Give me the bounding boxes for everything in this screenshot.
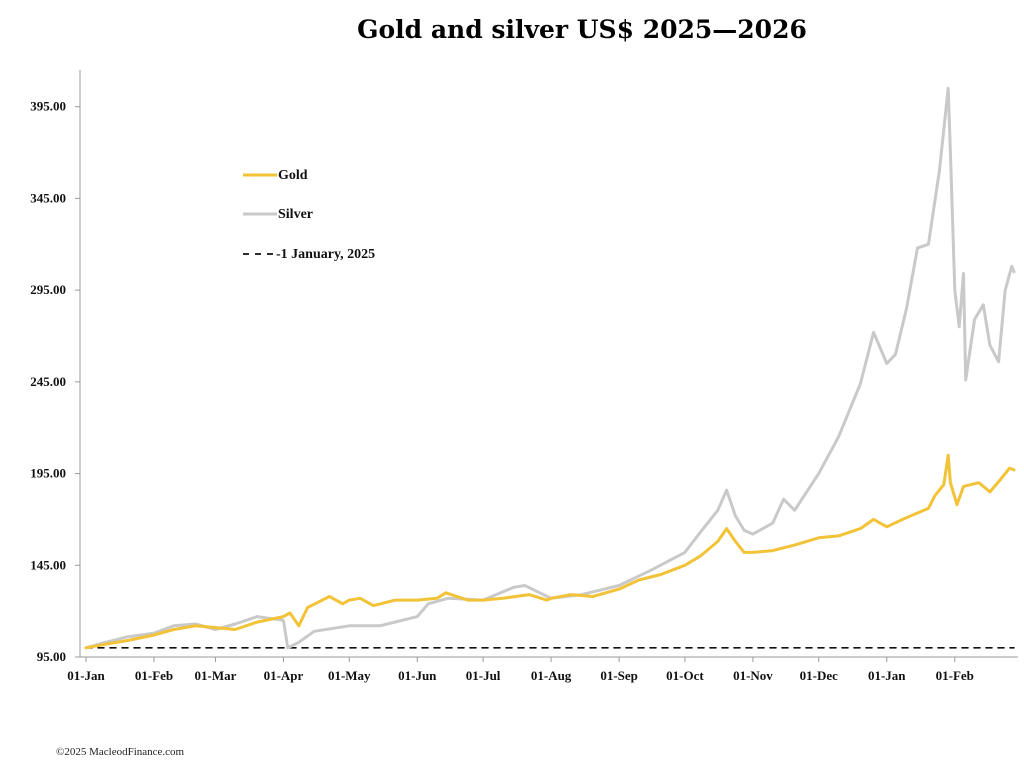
x-tick-label: 01-Oct — [666, 668, 704, 683]
y-tick-label: 295.00 — [30, 282, 66, 297]
x-tick-label: 01-Apr — [264, 668, 304, 683]
plot-area: 95.00 145.00 195.00 245.00 295.00 345.00 395.0… — [30, 70, 1018, 683]
x-tick-label: 01-Aug — [531, 668, 572, 683]
series-lines — [84, 86, 1016, 650]
x-tick-label: 01-Feb — [936, 668, 974, 683]
y-tick-label: 145.00 — [30, 557, 66, 572]
y-tick-label: 95.00 — [37, 649, 66, 664]
legend-label-silver: Silver — [278, 207, 313, 222]
legend-label-gold: Gold — [278, 168, 308, 183]
y-tick-label: 195.00 — [30, 466, 66, 481]
x-tick-label: 01-Jan — [868, 668, 906, 683]
x-tick-label: 01-Jan — [67, 668, 105, 683]
chart-title: Gold and silver US$ 2025—2026 — [357, 15, 807, 44]
legend-label-baseline: -1 January, 2025 — [276, 247, 375, 262]
x-tick-label: 01-Jun — [398, 668, 437, 683]
x-tick-label: 01-Mar — [194, 668, 236, 683]
y-tick-label: 245.00 — [30, 374, 66, 389]
y-tick-label: 345.00 — [30, 190, 66, 205]
x-tick-label: 01-Jul — [466, 668, 501, 683]
x-tick-label: 01-Feb — [135, 668, 173, 683]
x-tick-label: 01-Nov — [733, 668, 773, 683]
legend: Gold Silver -1 January, 2025 — [243, 168, 375, 262]
x-tick-label: 01-May — [328, 668, 371, 683]
copyright-footer: ©2025 MacleodFinance.com — [56, 746, 185, 758]
y-axis-ticks: 95.00 145.00 195.00 245.00 295.00 345.00 395.0… — [30, 99, 80, 664]
x-tick-label: 01-Sep — [600, 668, 638, 683]
x-tick-label: 01-Dec — [800, 668, 838, 683]
series-line-silver — [84, 86, 1016, 650]
x-axis-ticks: 01-Jan 01-Feb 01-Mar 01-Apr 01-May 01-Jun 01-J… — [67, 657, 974, 683]
series-line-gold — [84, 453, 1016, 650]
y-tick-label: 395.00 — [30, 99, 66, 114]
